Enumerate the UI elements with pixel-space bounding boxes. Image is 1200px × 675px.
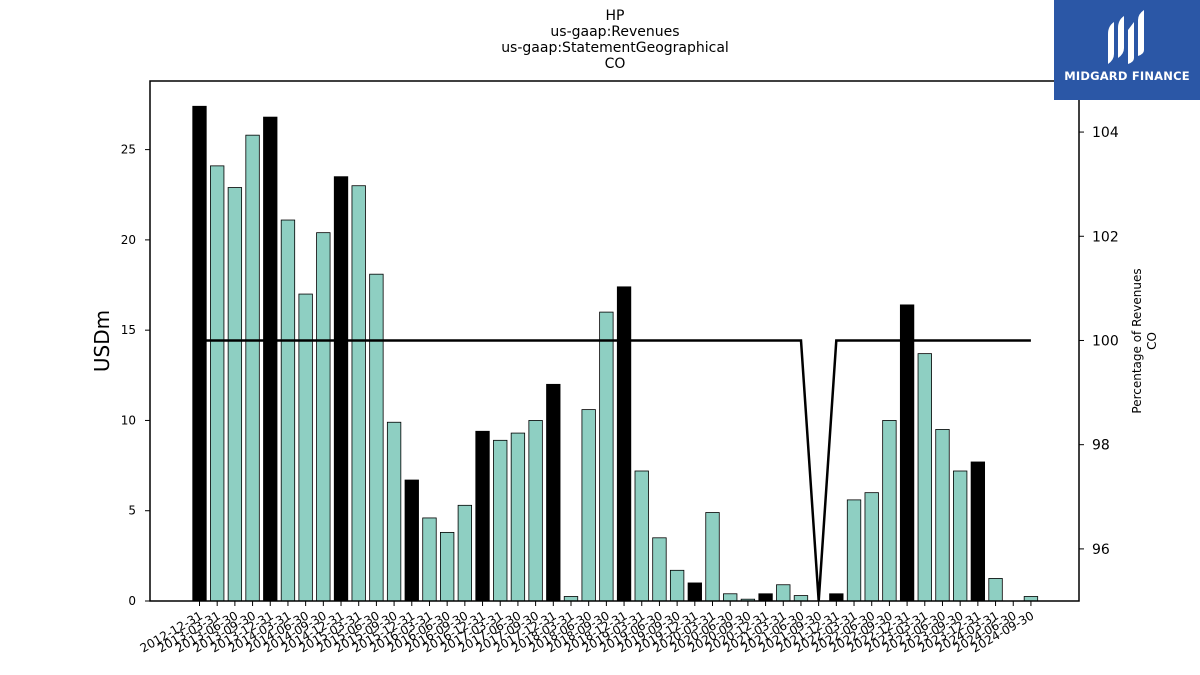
bar-fiscal-year xyxy=(404,479,419,602)
bar-quarter xyxy=(493,439,508,602)
bar-quarter xyxy=(457,504,473,602)
bar-quarter xyxy=(669,569,685,602)
bar-quarter xyxy=(988,578,1003,602)
logo-text: MIDGARD FINANCE xyxy=(1064,69,1190,83)
y-tick-label: 15 xyxy=(121,323,136,337)
bar-quarter xyxy=(882,420,897,602)
y-tick-label: 5 xyxy=(128,504,136,518)
bar-fiscal-year xyxy=(546,383,561,602)
bar-quarter xyxy=(652,537,667,602)
y2-tick-label: 102 xyxy=(1092,229,1119,245)
bar-quarter xyxy=(846,499,862,602)
bar-quarter xyxy=(528,420,543,602)
bar-quarter xyxy=(227,187,243,602)
y2-tick-label: 98 xyxy=(1092,438,1110,454)
bar-fiscal-year xyxy=(899,304,915,602)
bar-quarter xyxy=(705,512,720,602)
bar-quarter xyxy=(634,470,649,602)
bar-fiscal-year xyxy=(263,116,278,602)
bar-quarter xyxy=(369,273,384,602)
y2-axis-label: Percentage of Revenues CO xyxy=(1130,268,1159,413)
y2-label-line: CO xyxy=(1145,332,1159,350)
bar-fiscal-year xyxy=(192,105,207,602)
bar-quarter xyxy=(599,311,614,602)
chart-title: HPus-gaap:Revenuesus-gaap:StatementGeogr… xyxy=(501,8,729,72)
bar-quarter xyxy=(953,470,968,602)
percentage-line-group xyxy=(199,339,1031,602)
y2-label-line: Percentage of Revenues xyxy=(1130,268,1144,413)
bar-quarter xyxy=(864,492,879,602)
bar-quarter xyxy=(510,432,526,602)
bar-fiscal-year xyxy=(616,286,632,602)
bar-quarter xyxy=(280,219,296,602)
bar-quarter xyxy=(935,429,950,602)
right-y-axis: 96 98 100 102 104 xyxy=(1079,125,1119,558)
y-axis-label: USDm xyxy=(90,310,114,372)
y-tick-label: 25 xyxy=(121,143,136,157)
bar-quarter xyxy=(245,134,260,602)
percentage-line xyxy=(199,339,1031,602)
title-line: CO xyxy=(605,56,626,72)
bar-quarter xyxy=(210,165,225,602)
y-tick-label: 10 xyxy=(121,413,136,427)
bar-quarter xyxy=(793,595,809,602)
y2-tick-label: 96 xyxy=(1092,542,1110,558)
bar-fiscal-year xyxy=(475,430,490,602)
plot-frame xyxy=(149,80,1080,602)
bar-quarter xyxy=(581,409,596,602)
title-line: HP xyxy=(606,8,625,24)
x-axis: 2012-12-312013-03-312013-06-302013-09-30… xyxy=(138,601,1036,655)
title-line: us-gaap:StatementGeographical xyxy=(501,40,729,56)
title-line: us-gaap:Revenues xyxy=(550,24,679,40)
y2-tick-label: 104 xyxy=(1092,125,1119,141)
left-y-axis: 0 5 10 15 20 25 xyxy=(121,143,150,608)
logo-icon xyxy=(1108,10,1144,64)
bar-fiscal-year xyxy=(970,461,986,602)
bar-fiscal-year xyxy=(333,176,349,602)
bar-fiscal-year xyxy=(758,593,773,602)
bar-quarter xyxy=(351,185,366,602)
y2-tick-label: 100 xyxy=(1092,333,1119,349)
y-tick-label: 0 xyxy=(128,594,136,608)
bar-quarter xyxy=(386,421,402,602)
bar-quarter xyxy=(723,593,738,602)
bars-group xyxy=(192,105,1039,602)
bar-quarter xyxy=(440,531,455,602)
bar-quarter xyxy=(776,584,791,602)
bar-fiscal-year xyxy=(687,582,702,602)
bar-fiscal-year xyxy=(829,593,844,602)
bar-quarter xyxy=(316,232,331,602)
logo-badge: MIDGARD FINANCE xyxy=(1054,0,1200,100)
y-tick-label: 20 xyxy=(121,233,136,247)
bar-quarter xyxy=(917,353,932,602)
bar-quarter xyxy=(422,517,437,602)
